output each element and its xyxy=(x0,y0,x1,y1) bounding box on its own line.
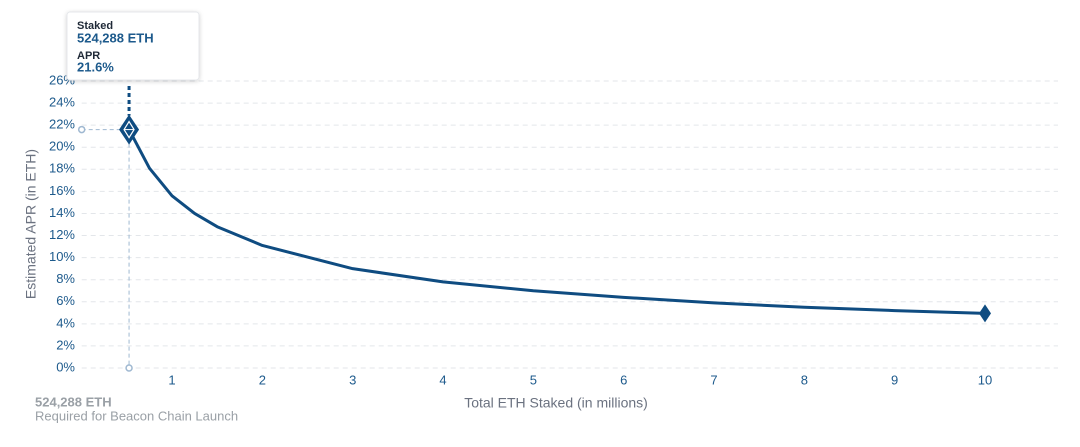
x-tick-label: 1 xyxy=(168,372,175,387)
x-tick-label: 4 xyxy=(439,372,446,387)
y-tick-label: 22% xyxy=(49,117,75,132)
end-marker xyxy=(979,304,991,323)
tooltip-value: 524,288 ETH xyxy=(77,30,154,45)
x-axis-title: Total ETH Staked (in millions) xyxy=(464,395,648,411)
x-tick-label: 3 xyxy=(349,372,356,387)
line-series xyxy=(127,128,987,315)
grid: 0%2%4%6%8%10%12%14%16%18%20%22%24%26%1 2 3… xyxy=(49,72,1058,387)
y-tick-label: 24% xyxy=(49,95,75,110)
tooltip-label: APR xyxy=(77,50,100,62)
guide-end xyxy=(125,364,133,372)
y-tick-label: 18% xyxy=(49,161,75,176)
footnote-text: Required for Beacon Chain Launch xyxy=(35,408,238,423)
x-tick-label: 2 xyxy=(259,372,266,387)
x-tick-label: 7 xyxy=(710,372,717,387)
x-tick-label: 5 xyxy=(530,372,537,387)
y-tick-label: 0% xyxy=(56,359,75,374)
y-tick-label: 12% xyxy=(49,227,75,242)
y-axis-title: Estimated APR (in ETH) xyxy=(23,149,39,299)
y-tick-label: 20% xyxy=(49,139,75,154)
x-tick-label: 8 xyxy=(801,372,808,387)
tooltip-label: Staked xyxy=(77,20,113,32)
guides xyxy=(77,125,133,372)
y-tick-label: 6% xyxy=(56,293,75,308)
x-tick-label: 10 xyxy=(978,372,992,387)
tooltip-box xyxy=(66,11,200,81)
y-tick-label: 8% xyxy=(56,271,75,286)
tooltip-value: 21.6% xyxy=(77,59,114,74)
plot xyxy=(119,86,991,323)
y-tick-label: 16% xyxy=(49,183,75,198)
y-tick-label: 10% xyxy=(49,249,75,264)
y-tick-label: 2% xyxy=(56,337,75,352)
highlight-icon xyxy=(123,120,135,139)
footnote-title: 524,288 ETH xyxy=(35,394,112,409)
tooltip: Staked 524,288 ETH APR 21.6% xyxy=(66,11,200,81)
guide-end xyxy=(77,125,86,134)
y-tick-label: 14% xyxy=(49,205,75,220)
y-tick-label: 4% xyxy=(56,315,75,330)
x-tick-label: 6 xyxy=(620,372,627,387)
x-tick-label: 9 xyxy=(891,372,898,387)
